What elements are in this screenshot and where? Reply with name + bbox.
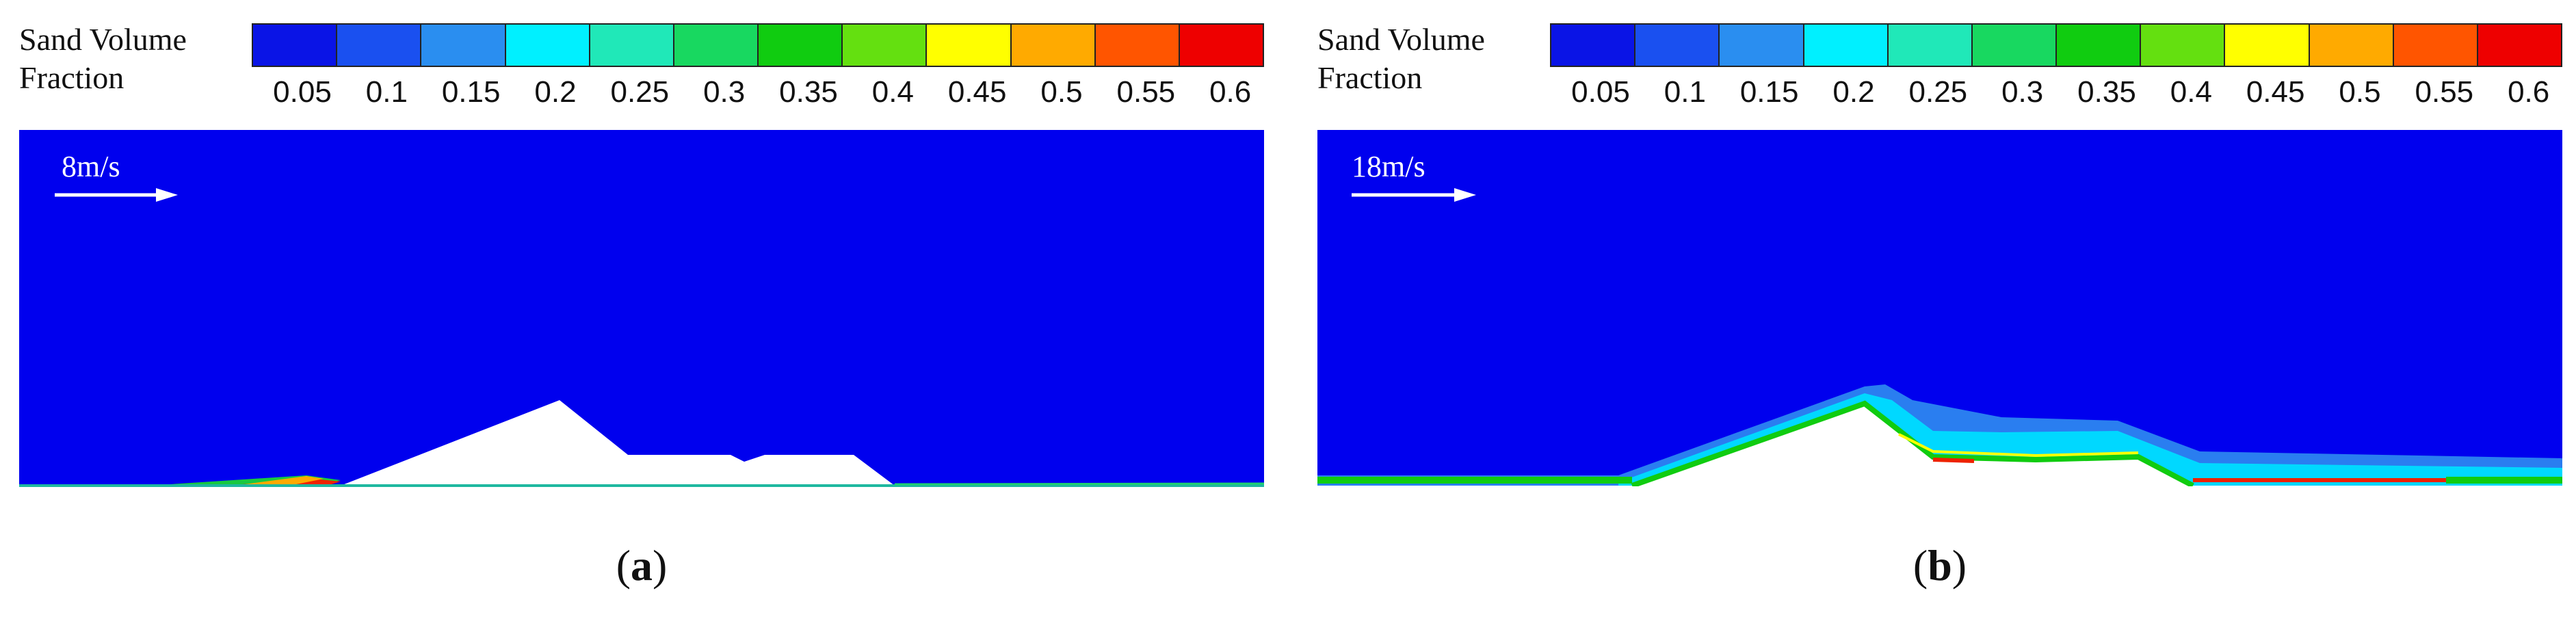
legend-title: Sand Volume Fraction [19, 21, 187, 97]
colorbar-swatch [1635, 25, 1720, 66]
colorbar-ticks: 0.05 0.1 0.15 0.2 0.25 0.3 0.35 0.4 0.45 0.5 0.55 0… [1550, 75, 2562, 116]
panel-a: Sand Volume Fraction 0.05 0.1 0.15 0.2 0.25 0… [19, 0, 1278, 619]
terrain [341, 400, 895, 486]
colorbar-swatch [421, 25, 506, 66]
colorbar-tick-label: 0.25 [610, 75, 670, 109]
colorbar-swatch [1095, 25, 1180, 66]
colorbar-tick-label: 0.55 [1116, 75, 1176, 109]
colorbar-tick-label: 0.35 [2077, 75, 2136, 109]
colorbar [1550, 23, 2562, 67]
volume-fraction-field-b: 18m/s [1317, 130, 2562, 492]
colorbar-swatch [1804, 25, 1889, 66]
colorbar-tick-label: 0.35 [779, 75, 838, 109]
legend-title-line2: Fraction [1317, 60, 1423, 95]
volume-fraction-field-a: 8m/s [19, 130, 1264, 492]
panel-b: Sand Volume Fraction 0.05 0.1 0.15 0.2 0.25 0… [1317, 0, 2576, 619]
colorbar-swatch [927, 25, 1012, 66]
colorbar-tick-label: 0.25 [1908, 75, 1968, 109]
colorbar-tick-label: 0.6 [2508, 75, 2550, 109]
velocity-arrow-icon [55, 188, 178, 202]
colorbar-swatch [843, 25, 928, 66]
colorbar-tick-label: 0.55 [2415, 75, 2474, 109]
colorbar-swatch [2393, 25, 2478, 66]
caption-a: (a) [616, 541, 668, 590]
terrain [1632, 404, 2193, 486]
colorbar-tick-label: 0.05 [1571, 75, 1630, 109]
colorbar-tick-label: 0.4 [2170, 75, 2212, 109]
colorbar-swatch [2478, 25, 2562, 66]
colorbar-tick-label: 0.2 [1832, 75, 1875, 109]
below-bed [1317, 486, 2562, 492]
colorbar-swatch [2141, 25, 2226, 66]
colorbar-swatch [505, 25, 590, 66]
colorbar-swatch [1720, 25, 1804, 66]
colorbar-tick-label: 0.1 [1664, 75, 1706, 109]
colorbar-swatch [674, 25, 759, 66]
colorbar-swatch [253, 25, 338, 66]
colorbar-tick-label: 0.15 [441, 75, 501, 109]
colorbar-tick-label: 0.1 [365, 75, 408, 109]
legend-title-line1: Sand Volume [1317, 22, 1485, 57]
colorbar-tick-label: 0.4 [871, 75, 914, 109]
colorbar-tick-label: 0.15 [1739, 75, 1799, 109]
colorbar-swatch [2225, 25, 2310, 66]
colorbar-swatch [337, 25, 422, 66]
colorbar-tick-label: 0.5 [2339, 75, 2381, 109]
colorbar-swatch [1011, 25, 1096, 66]
legend-title: Sand Volume Fraction [1317, 21, 1485, 97]
below-bed [19, 487, 1264, 492]
colorbar-swatch [1551, 25, 1636, 66]
caption-b: (b) [1913, 541, 1967, 590]
velocity-arrow-icon [1352, 188, 1476, 202]
colorbar-swatch [1972, 25, 2058, 66]
colorbar-tick-label: 0.2 [534, 75, 577, 109]
deposit-red-1 [1932, 458, 1975, 463]
colorbar-tick-label: 0.45 [947, 75, 1007, 109]
colorbar-tick-label: 0.5 [1040, 75, 1083, 109]
colorbar-tick-label: 0.3 [2001, 75, 2044, 109]
legend-title-line2: Fraction [19, 60, 124, 95]
fluid-domain [19, 130, 1264, 486]
colorbar-swatch [1179, 25, 1263, 66]
colorbar-tick-label: 0.3 [703, 75, 746, 109]
velocity-label: 8m/s [62, 150, 120, 183]
colorbar-swatch [759, 25, 843, 66]
velocity-label: 18m/s [1352, 150, 1425, 183]
colorbar-tick-label: 0.6 [1209, 75, 1252, 109]
colorbar-ticks: 0.05 0.1 0.15 0.2 0.25 0.3 0.35 0.4 0.45 0.5 0.55 0… [252, 75, 1264, 116]
legend-title-line1: Sand Volume [19, 22, 187, 57]
colorbar-tick-label: 0.05 [273, 75, 332, 109]
sand-deposit-edge [245, 476, 324, 485]
colorbar-swatch [2309, 25, 2394, 66]
colorbar-swatch [590, 25, 674, 66]
colorbar-swatch [2057, 25, 2142, 66]
terrain-edge-yellow [1898, 433, 2139, 458]
colorbar [252, 23, 1264, 67]
terrain-edge [1631, 400, 2194, 488]
colorbar-swatch [1888, 25, 1973, 66]
colorbar-tick-label: 0.45 [2246, 75, 2305, 109]
